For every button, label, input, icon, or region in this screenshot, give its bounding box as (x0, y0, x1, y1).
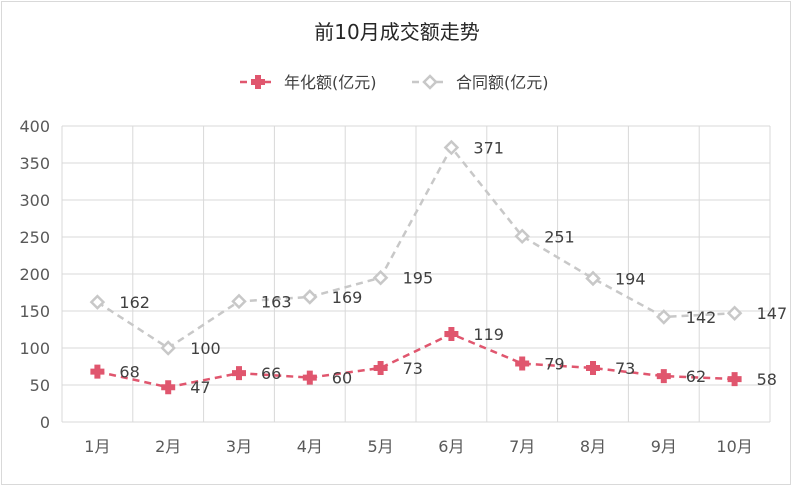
data-label: 58 (757, 370, 777, 389)
legend-label: 年化额(亿元) (284, 73, 377, 92)
diamond-marker (726, 305, 743, 321)
diamond-marker (302, 289, 318, 305)
diamond-marker (89, 294, 106, 310)
y-tick-label: 0 (40, 413, 50, 432)
y-tick-label: 100 (19, 339, 50, 358)
y-tick-label: 400 (19, 117, 50, 136)
data-label: 100 (190, 339, 221, 358)
data-label: 162 (119, 293, 150, 312)
x-tick-label: 7月 (509, 437, 535, 456)
x-tick-label: 2月 (155, 437, 181, 456)
x-tick-label: 9月 (651, 437, 677, 456)
data-label: 68 (119, 363, 139, 382)
data-label: 195 (403, 269, 434, 288)
data-label: 73 (615, 359, 635, 378)
diamond-marker (585, 270, 601, 287)
x-tick-label: 6月 (438, 437, 464, 456)
series-lines (89, 139, 743, 395)
data-label: 119 (473, 325, 504, 344)
plus-marker (444, 326, 459, 341)
plus-marker (515, 356, 530, 371)
plus-marker (727, 372, 742, 387)
legend: 年化额(亿元) 合同额(亿元) (240, 73, 549, 92)
data-label: 79 (544, 355, 564, 374)
x-tick-label: 3月 (226, 437, 252, 456)
y-tick-label: 200 (19, 265, 50, 284)
y-tick-label: 150 (19, 302, 50, 321)
chart-title: 前10月成交额走势 (314, 20, 480, 44)
data-label: 47 (190, 378, 210, 397)
diamond-marker (656, 309, 672, 325)
data-label: 163 (261, 292, 292, 311)
plus-marker (161, 380, 176, 395)
data-label: 62 (686, 367, 706, 386)
data-label: 251 (544, 227, 575, 246)
plus-marker (302, 370, 317, 385)
plus-marker (586, 360, 600, 375)
x-tick-label: 4月 (297, 437, 323, 456)
diamond-marker (372, 269, 389, 286)
y-tick-label: 250 (19, 228, 50, 247)
series-line (96, 145, 735, 350)
diamond-marker (422, 74, 438, 90)
plus-marker (232, 366, 246, 381)
series-line (97, 332, 735, 389)
data-label: 60 (332, 369, 352, 388)
y-tick-label: 50 (30, 376, 50, 395)
diamond-marker (160, 340, 176, 356)
data-labels: 162 100 163 169 195 371 251 194 142 147 68 47 66 60 73… (119, 138, 787, 397)
axes: 0 50 100 150 200 250 300 350 400 1月 2月 3月 4月 5月 6月 7月 8月… (19, 117, 752, 456)
diamond-marker (514, 228, 530, 245)
data-label: 194 (615, 269, 646, 288)
plus-marker (90, 364, 105, 379)
data-label: 169 (332, 288, 363, 307)
data-label: 371 (473, 138, 504, 157)
y-tick-label: 350 (19, 154, 50, 173)
plus-marker (373, 360, 388, 375)
legend-label: 合同额(亿元) (456, 73, 549, 92)
y-tick-label: 300 (19, 191, 50, 210)
diamond-marker (443, 139, 460, 156)
x-tick-label: 1月 (84, 437, 110, 456)
data-label: 142 (686, 308, 717, 327)
x-tick-label: 10月 (716, 437, 752, 456)
plus-marker (251, 75, 265, 89)
x-tick-label: 8月 (580, 437, 606, 456)
data-label: 147 (757, 304, 788, 323)
plus-marker (656, 369, 671, 384)
diamond-marker (231, 293, 247, 310)
data-label: 73 (403, 359, 423, 378)
x-tick-label: 5月 (368, 437, 394, 456)
data-label: 66 (261, 364, 281, 383)
